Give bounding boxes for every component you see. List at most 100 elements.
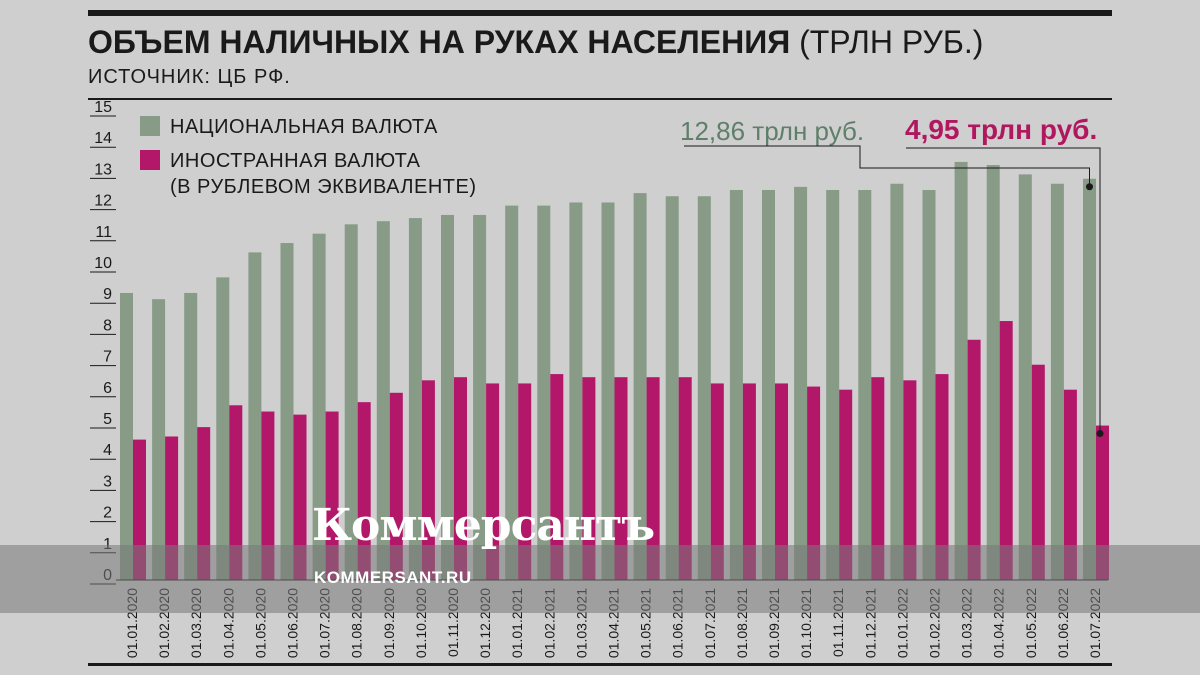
y-tick-label: 6	[103, 380, 112, 397]
bar-foreign	[133, 439, 146, 580]
bar-national	[376, 221, 390, 580]
bar-national	[986, 165, 1000, 581]
y-tick-label: 12	[94, 193, 112, 210]
legend-label-national: НАЦИОНАЛЬНАЯ ВАЛЮТА	[170, 116, 438, 138]
y-tick-label: 11	[95, 224, 112, 241]
annotation-foreign-last: 4,95 трлн руб.	[905, 114, 1098, 145]
bar-foreign	[165, 436, 179, 580]
bar-foreign	[1063, 389, 1077, 580]
bar-national	[248, 252, 262, 580]
bar-national	[1018, 174, 1032, 580]
bar-foreign	[871, 377, 885, 580]
bar-national	[633, 193, 647, 580]
bottom-rule	[88, 663, 1112, 666]
chart-title: ОБЪЕМ НАЛИЧНЫХ НА РУКАХ НАСЕЛЕНИЯ (ТРЛН …	[88, 24, 983, 61]
bar-national	[505, 205, 519, 580]
bar-foreign	[197, 427, 211, 580]
top-rule	[88, 10, 1112, 16]
bar-foreign	[325, 411, 339, 580]
bar-foreign	[742, 383, 756, 580]
bar-foreign	[582, 377, 596, 580]
annotation-leader-foreign	[906, 147, 1101, 434]
y-tick-label: 8	[103, 317, 112, 334]
bar-foreign	[357, 402, 371, 580]
y-tick-label: 7	[103, 349, 112, 366]
chart-source: ИСТОЧНИК: ЦБ РФ.	[88, 66, 291, 88]
bar-national	[890, 183, 904, 580]
bar-foreign	[807, 386, 821, 580]
bar-foreign	[1031, 364, 1045, 580]
bar-foreign	[839, 389, 853, 580]
bar-national	[184, 292, 198, 580]
bar-national	[922, 190, 936, 580]
bar-foreign	[903, 380, 917, 580]
bar-national	[762, 190, 775, 580]
y-tick-label: 1	[103, 536, 112, 553]
bar-national	[697, 196, 711, 581]
legend-label-foreign-line2: (В РУБЛЕВОМ ЭКВИВАЛЕНТЕ)	[170, 176, 477, 198]
watermark-url: KOMMERSANT.RU	[314, 568, 472, 587]
header-rule	[88, 98, 1112, 100]
bar-foreign	[775, 383, 788, 580]
bar-foreign	[518, 383, 532, 580]
bar-national	[954, 161, 968, 581]
y-tick-label: 4	[103, 442, 112, 459]
bar-foreign	[293, 414, 307, 580]
y-tick-label: 5	[103, 411, 112, 428]
chart-title-main: ОБЪЕМ НАЛИЧНЫХ НА РУКАХ НАСЕЛЕНИЯ	[88, 24, 791, 60]
bar-foreign	[710, 383, 724, 580]
bar-national	[152, 299, 166, 580]
bar-foreign	[389, 392, 403, 580]
bar-national	[441, 214, 454, 580]
chart-title-unit: (ТРЛН РУБ.)	[799, 24, 984, 60]
annotation-leader-national	[684, 145, 1090, 187]
bar-national	[473, 214, 487, 580]
bar-national	[344, 224, 358, 580]
bar-national	[537, 205, 551, 580]
legend-swatch-foreign	[140, 150, 160, 170]
watermark-band	[0, 545, 1200, 613]
bar-national	[729, 190, 743, 580]
bar-national	[120, 292, 133, 580]
bar-foreign	[454, 377, 467, 580]
bar-national	[280, 243, 294, 581]
bar-foreign	[550, 374, 564, 580]
y-tick-label: 13	[94, 161, 112, 178]
bar-national	[1050, 183, 1064, 580]
y-tick-label: 14	[94, 130, 112, 147]
legend-label-foreign: ИНОСТРАННАЯ ВАЛЮТА	[170, 150, 421, 172]
bar-national	[216, 277, 230, 580]
bar-national	[1083, 178, 1096, 580]
y-tick-label: 3	[103, 473, 112, 490]
bar-national	[826, 190, 840, 580]
bar-national	[312, 233, 326, 580]
legend-foreign: ИНОСТРАННАЯ ВАЛЮТА	[140, 150, 421, 173]
bar-foreign	[614, 377, 628, 580]
annotation-dot-foreign	[1096, 430, 1104, 438]
bar-national	[858, 190, 872, 580]
bar-foreign	[935, 374, 949, 580]
bar-national	[601, 202, 615, 581]
legend-swatch-national	[140, 116, 160, 136]
bar-foreign	[421, 380, 435, 580]
bar-national	[408, 218, 422, 580]
legend-national: НАЦИОНАЛЬНАЯ ВАЛЮТА	[140, 116, 438, 139]
bar-foreign	[999, 321, 1013, 580]
bar-foreign	[967, 339, 981, 580]
annotation-dot-national	[1086, 183, 1093, 191]
y-tick-label: 15	[94, 99, 112, 116]
y-tick-label: 9	[103, 286, 112, 303]
bar-foreign	[261, 411, 275, 580]
bar-national	[665, 196, 679, 581]
watermark-logo: Коммерсантъ	[312, 500, 655, 551]
bar-foreign	[678, 377, 692, 580]
bar-foreign	[486, 383, 500, 580]
bar-national	[569, 202, 583, 581]
bar-foreign	[1096, 425, 1109, 580]
y-tick-label: 10	[94, 255, 112, 272]
y-tick-label: 2	[103, 505, 112, 522]
bar-national	[794, 186, 808, 580]
bar-foreign	[646, 377, 660, 580]
bar-foreign	[229, 405, 243, 580]
annotation-national-last: 12,86 трлн руб.	[680, 116, 865, 146]
